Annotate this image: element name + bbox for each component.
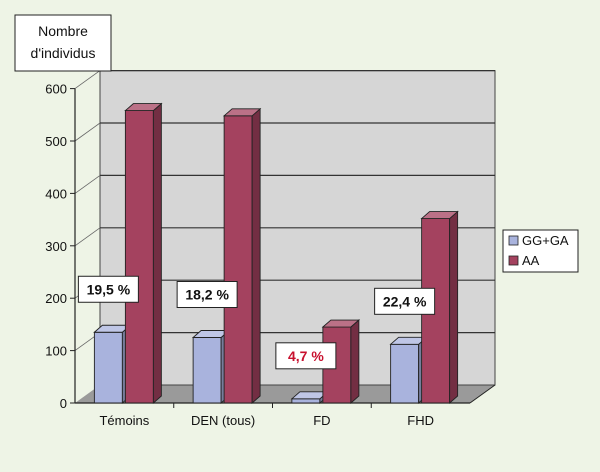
percent-label: 22,4 % xyxy=(383,293,427,309)
y-tick-label: 200 xyxy=(45,291,67,306)
bar-side xyxy=(152,102,162,404)
x-tick-label: FD xyxy=(313,413,330,428)
x-axis: Témoins DEN (tous) FD FHD xyxy=(99,403,434,428)
bar-front xyxy=(192,337,222,404)
legend-swatch-gg-ga xyxy=(508,235,519,246)
legend-swatch-aa xyxy=(508,255,519,266)
bar-top xyxy=(222,108,262,117)
bars xyxy=(93,102,459,404)
gridline-depth xyxy=(74,70,101,89)
x-tick-label: DEN (tous) xyxy=(191,413,255,428)
y-tick-label: 400 xyxy=(45,186,67,201)
y-tick-label: 500 xyxy=(45,134,67,149)
legend-label-aa: AA xyxy=(522,253,540,268)
y-axis-title-box: Nombre d'individus xyxy=(14,14,112,72)
floor-edge xyxy=(469,384,496,404)
bar-front xyxy=(124,110,154,404)
y-axis-title-line2: d'individus xyxy=(31,45,96,61)
percent-labels: 19,5 % 18,2 % 4,7 % 22,4 % xyxy=(77,275,436,370)
legend-label-gg-ga: GG+GA xyxy=(522,233,569,248)
percent-label-box xyxy=(77,275,139,303)
bar-top xyxy=(124,103,163,112)
percent-label: 18,2 % xyxy=(185,287,229,303)
chart-floor xyxy=(75,385,495,403)
y-tick-label: 0 xyxy=(60,396,67,411)
bar-top xyxy=(420,211,459,220)
bar-front xyxy=(291,398,321,404)
bar-front xyxy=(390,343,420,404)
bar-front xyxy=(223,115,253,404)
y-tick-label: 600 xyxy=(45,82,67,97)
bar-side xyxy=(251,107,261,404)
x-tick-label: FHD xyxy=(407,413,434,428)
legend: GG+GA AA xyxy=(502,229,579,273)
bar-aa-t-moins xyxy=(124,102,163,404)
bar-side xyxy=(449,210,459,404)
gridline-depth xyxy=(74,122,101,142)
gridline-depth xyxy=(74,227,101,247)
y-tick-label: 300 xyxy=(45,239,67,254)
y-axis-title-line1: Nombre xyxy=(38,23,88,39)
percent-label-box xyxy=(275,342,337,370)
percent-label-box xyxy=(176,281,238,308)
bar-aa-fhd xyxy=(420,210,459,404)
y-tick-label: 100 xyxy=(45,344,67,359)
percent-label-box xyxy=(374,287,436,315)
percent-label: 4,7 % xyxy=(288,348,324,364)
x-tick-label: Témoins xyxy=(99,413,149,428)
bar-top xyxy=(321,319,361,328)
bar-side xyxy=(350,319,360,404)
bar-aa-den-tous xyxy=(222,107,262,404)
percent-label: 19,5 % xyxy=(87,281,131,297)
bar-front xyxy=(93,331,123,404)
gridline-depth xyxy=(74,175,101,194)
